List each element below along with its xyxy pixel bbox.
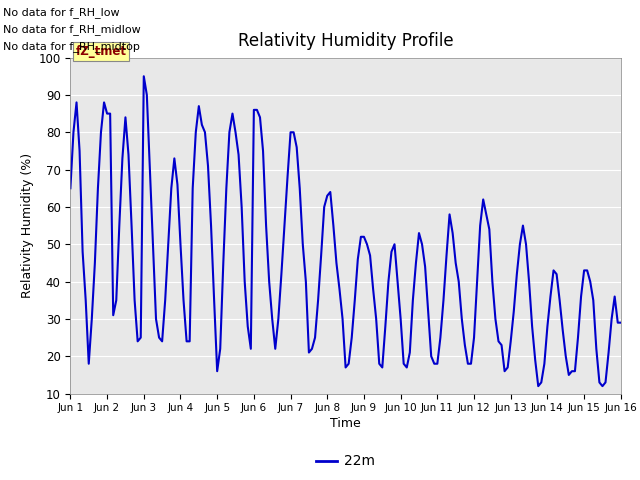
Text: No data for f_RH_midlow: No data for f_RH_midlow [3,24,141,35]
Title: Relativity Humidity Profile: Relativity Humidity Profile [238,33,453,50]
X-axis label: Time: Time [330,418,361,431]
Text: No data for f_RH_midtop: No data for f_RH_midtop [3,41,140,52]
Text: No data for f_RH_low: No data for f_RH_low [3,7,120,18]
Text: fZ_tmet: fZ_tmet [76,45,127,58]
Y-axis label: Relativity Humidity (%): Relativity Humidity (%) [21,153,35,298]
Legend: 22m: 22m [310,449,381,474]
